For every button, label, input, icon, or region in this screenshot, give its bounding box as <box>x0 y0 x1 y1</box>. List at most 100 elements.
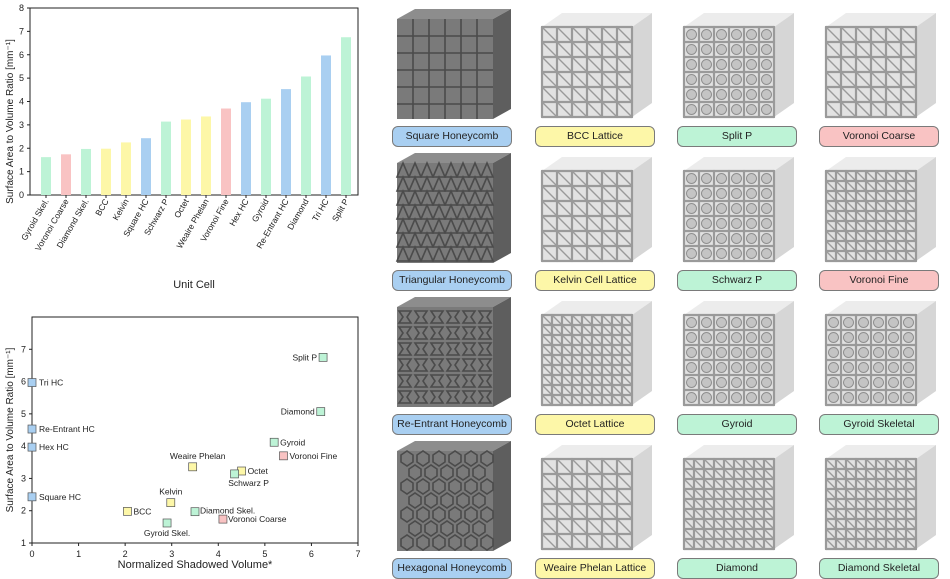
pore <box>731 59 742 70</box>
pore <box>686 233 697 244</box>
pore <box>701 29 712 40</box>
pore <box>888 347 899 358</box>
render-top-face <box>397 153 511 163</box>
strut-diag <box>835 478 847 490</box>
pore <box>716 44 727 55</box>
strut-diag <box>753 508 765 520</box>
strut-diag <box>885 220 897 232</box>
hexagonal-honeycomb-render <box>389 437 517 555</box>
scatter-x-tick-label: 3 <box>169 549 174 559</box>
strut-diag <box>865 230 877 242</box>
strut-diag <box>556 86 573 103</box>
strut-diag <box>616 26 633 43</box>
gallery-tile: Gyroid <box>674 293 802 435</box>
pore <box>761 44 772 55</box>
pore <box>686 29 697 40</box>
strut-diag <box>541 230 558 247</box>
strut-diag <box>616 458 633 475</box>
strut-diag <box>825 478 837 490</box>
strut-diag <box>616 56 633 73</box>
pore <box>716 377 727 388</box>
strut-diag <box>905 250 917 262</box>
gallery-label: Octet Lattice <box>535 414 655 435</box>
render-side-face <box>774 13 794 117</box>
strut-diag <box>875 220 887 232</box>
strut-diag <box>616 488 633 505</box>
strut-diag <box>865 190 877 202</box>
strut-diag <box>753 538 765 550</box>
strut-diag <box>865 478 877 490</box>
strut-diag <box>601 200 618 217</box>
strut-diag <box>885 458 897 470</box>
strut-diag <box>586 86 603 103</box>
bar-gyroid-skel- <box>41 157 51 195</box>
strut-diag <box>713 518 725 530</box>
strut-diag <box>900 101 917 118</box>
strut-diag <box>541 354 553 366</box>
strut-diag <box>840 26 857 43</box>
wall-bowtie <box>413 342 429 356</box>
strut-diag <box>885 538 897 550</box>
strut-diag <box>601 518 618 535</box>
strut-diag <box>835 170 847 182</box>
bar-x-tick-label: Tri HC <box>310 197 331 223</box>
strut-diag <box>616 71 633 88</box>
pore <box>716 233 727 244</box>
strut-diag <box>875 508 887 520</box>
bar-weaire-phelan <box>201 116 211 195</box>
scatter-y-axis-label: Surface Area to Volume Ratio [mm⁻¹] <box>5 347 16 512</box>
strut-diag <box>895 538 907 550</box>
strut-diag <box>601 374 613 386</box>
pore <box>828 377 839 388</box>
strut-diag <box>571 170 588 187</box>
pore <box>731 218 742 229</box>
scatter-point-voronoi-coarse <box>218 514 228 524</box>
strut-diag <box>693 468 705 480</box>
scatter-x-tick-label: 2 <box>123 549 128 559</box>
wall-tri <box>395 244 411 262</box>
strut-diag <box>845 488 857 500</box>
strut-diag <box>905 468 917 480</box>
strut-diag <box>541 26 558 43</box>
strut-diag <box>571 71 588 88</box>
strut-diag <box>611 364 623 376</box>
pore <box>873 332 884 343</box>
gallery-label: Voronoi Coarse <box>819 126 939 147</box>
strut-diag <box>571 86 588 103</box>
strut-diag <box>733 538 745 550</box>
strut-diag <box>541 245 558 262</box>
wall-bowtie <box>461 342 477 356</box>
wall-hex <box>432 450 446 467</box>
pore <box>828 362 839 373</box>
strut-diag <box>825 528 837 540</box>
strut-diag <box>763 488 775 500</box>
strut-diag <box>693 528 705 540</box>
strut-diag <box>621 374 633 386</box>
scatter-point-label: Gyroid Skel. <box>144 528 190 538</box>
render-cell-walls <box>397 19 493 119</box>
strut-diag <box>885 518 897 530</box>
pore <box>828 392 839 403</box>
wall-tri <box>479 244 495 262</box>
strut-diag <box>905 170 917 182</box>
square-honeycomb-render <box>389 5 517 123</box>
strut-diag <box>825 200 837 212</box>
strut-diag <box>713 468 725 480</box>
strut-diag <box>611 324 623 336</box>
strut-diag <box>840 71 857 88</box>
gyroid-skeletal-render <box>816 293 944 411</box>
wall-hex <box>456 464 470 481</box>
pore <box>843 347 854 358</box>
strut-diag <box>895 170 907 182</box>
strut-diag <box>541 215 558 232</box>
wall-bowtie <box>429 374 445 388</box>
strut-diag <box>541 324 553 336</box>
wall-hex <box>464 478 478 495</box>
wall-hex <box>464 450 478 467</box>
scatter-point-label: Octet <box>248 466 269 476</box>
strut-diag <box>835 488 847 500</box>
scatter-point-split-p <box>318 353 328 362</box>
strut-diag <box>733 458 745 470</box>
strut-diag <box>703 508 715 520</box>
strut-diag <box>611 394 623 406</box>
